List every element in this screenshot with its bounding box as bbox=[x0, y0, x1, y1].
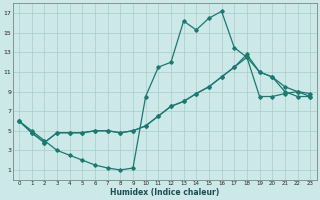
X-axis label: Humidex (Indice chaleur): Humidex (Indice chaleur) bbox=[110, 188, 219, 197]
